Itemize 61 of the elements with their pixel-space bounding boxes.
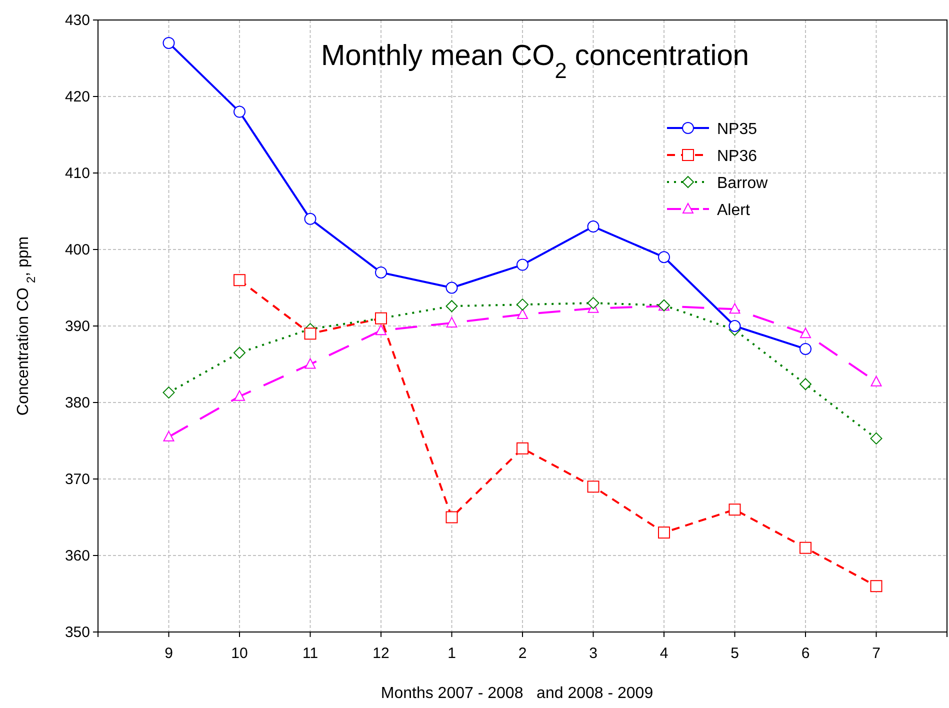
point <box>234 346 246 359</box>
point <box>658 251 670 264</box>
point <box>304 358 316 369</box>
y-tick-label: 360 <box>64 547 90 564</box>
x-tick-label: 2 <box>518 645 527 662</box>
point <box>446 282 458 294</box>
point <box>516 442 528 454</box>
point <box>870 580 882 592</box>
point <box>446 300 458 312</box>
point <box>162 36 175 49</box>
y-tick-label: 350 <box>64 624 90 641</box>
y-tick-label: 370 <box>64 470 90 488</box>
point <box>728 504 741 516</box>
point <box>446 511 458 524</box>
x-tick-label: 9 <box>164 645 173 662</box>
x-tick-label: 7 <box>872 645 880 662</box>
point <box>304 212 316 225</box>
legend-label: Barrow <box>717 175 768 192</box>
y-tick-label: 390 <box>64 318 90 335</box>
point <box>800 542 812 554</box>
y-tick-label: 420 <box>64 88 90 106</box>
point <box>870 432 882 444</box>
point <box>375 266 387 278</box>
point <box>728 320 741 332</box>
point <box>304 328 316 340</box>
x-tick-label: 3 <box>589 645 598 662</box>
point <box>234 274 246 286</box>
point <box>800 328 811 338</box>
point <box>587 297 600 310</box>
point <box>234 390 245 401</box>
y-tick-label: 430 <box>64 12 90 29</box>
x-axis-title: Months 2007 - 2008 and 2008 - 2009 <box>380 685 654 702</box>
text: Monthly mean CO$_{2}$ concentration <box>321 40 749 82</box>
point <box>870 376 882 386</box>
point <box>516 298 528 311</box>
point <box>729 303 740 314</box>
y-tick-label: 380 <box>64 394 90 412</box>
x-tick-label: 1 <box>448 645 456 662</box>
point <box>587 220 600 233</box>
point <box>376 324 386 336</box>
point <box>516 258 528 271</box>
point <box>446 316 458 328</box>
point <box>234 106 246 118</box>
x-tick-label: 12 <box>372 645 390 662</box>
point <box>800 342 812 355</box>
y-tick-label: 400 <box>64 241 90 258</box>
legend-label: NP35 <box>717 121 758 138</box>
point <box>163 430 174 442</box>
x-tick-label: 11 <box>302 645 318 662</box>
point <box>517 308 528 320</box>
legend-label: NP36 <box>717 148 758 165</box>
point <box>587 480 600 493</box>
legend-label: Alert <box>717 202 750 219</box>
point <box>658 526 670 539</box>
x-tick-label: 10 <box>231 645 248 662</box>
x-tick-label: 6 <box>801 645 810 662</box>
x-tick-label: 5 <box>730 645 739 662</box>
point <box>162 386 175 399</box>
point <box>800 378 812 390</box>
x-tick-label: 4 <box>660 645 668 662</box>
y-tick-label: 410 <box>64 164 90 182</box>
